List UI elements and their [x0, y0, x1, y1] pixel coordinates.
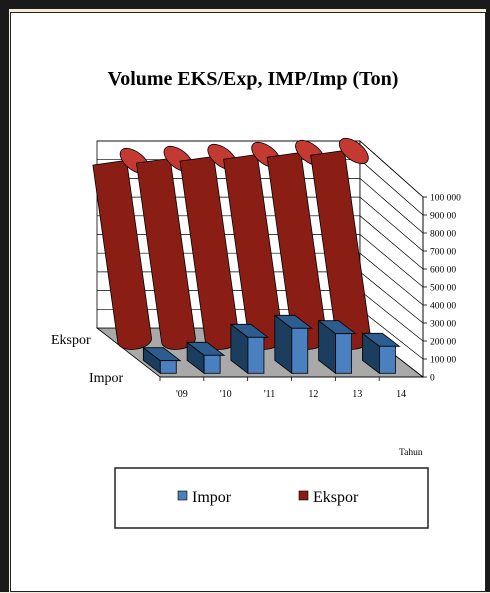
- chart-svg: Volume EKS/Exp, IMP/Imp (Ton) 0 100 00 200…: [51, 68, 461, 529]
- ekspor-bar: [92, 159, 152, 350]
- x-tick-label: '11: [264, 389, 275, 400]
- y-tick-label: 700 00: [430, 248, 456, 258]
- y-tick-label: 100 000: [430, 194, 461, 204]
- gridline-side: [359, 215, 424, 270]
- gridline-side: [359, 178, 424, 234]
- y-tick-label: 900 00: [430, 212, 456, 222]
- y-tick-label: 400 00: [430, 302, 456, 312]
- impor-bar: [247, 336, 265, 374]
- legend-label-impor: Impor: [192, 489, 232, 506]
- impor-bar: [379, 345, 396, 374]
- gridline-side: [359, 252, 424, 306]
- x-axis-label: Tahun: [399, 448, 423, 458]
- impor-bar-top: [229, 323, 270, 338]
- legend-label-ekspor: Ekspor: [313, 489, 359, 506]
- legend-swatch-impor: [177, 490, 188, 501]
- impor-bar-top: [273, 314, 313, 329]
- impor-bar: [203, 354, 221, 374]
- y-tick-label: 200 00: [430, 338, 456, 348]
- x-tick-label: '09: [176, 389, 188, 400]
- y-tick-label: 800 00: [430, 230, 456, 240]
- gridline-side: [359, 309, 424, 360]
- chart-panel: Volume EKS/Exp, IMP/Imp (Ton) 0 100 00 200…: [10, 12, 486, 592]
- bars: [92, 137, 401, 375]
- impor-bar-top: [317, 320, 357, 335]
- impor-bar-top: [185, 341, 226, 356]
- x-tick-label: 13: [352, 389, 362, 400]
- gridline-side: [359, 271, 424, 324]
- gridline-side: [359, 159, 424, 216]
- legend-box: [114, 467, 429, 529]
- impor-bar-top: [142, 347, 182, 362]
- y-tick-label: 300 00: [430, 320, 456, 330]
- y-axis-ticks: 0 100 00 200 00 300 00 400 00 500 00 600 00 700…: [422, 194, 461, 384]
- impor-bar: [291, 327, 309, 374]
- legend: Impor Ekspor: [114, 467, 429, 529]
- y-tick-label: 500 00: [430, 284, 456, 294]
- legend-swatch-ekspor: [298, 490, 309, 501]
- impor-bar: [159, 360, 177, 374]
- chart-title: Volume EKS/Exp, IMP/Imp (Ton): [108, 68, 399, 90]
- gridline-side: [359, 140, 424, 198]
- x-tick-label: '10: [220, 389, 232, 400]
- gridline-side: [359, 196, 424, 252]
- y-tick-label: 0: [430, 374, 435, 384]
- x-axis-ticks: '09 '10 '11 12 13 14: [159, 376, 423, 400]
- depth-label-impor: Impor: [89, 371, 124, 386]
- x-tick-label: 14: [396, 389, 406, 400]
- x-tick-label: 12: [308, 389, 318, 400]
- depth-label-ekspor: Ekspor: [51, 333, 91, 348]
- ekspor-bar-top: [338, 137, 369, 165]
- impor-bar-top: [361, 332, 401, 347]
- gridline-side: [359, 290, 424, 342]
- y-tick-label: 600 00: [430, 266, 456, 276]
- ekspor-bar: [135, 157, 196, 350]
- gridline-side: [359, 234, 424, 288]
- impor-bar: [335, 333, 353, 374]
- y-tick-label: 100 00: [430, 356, 456, 366]
